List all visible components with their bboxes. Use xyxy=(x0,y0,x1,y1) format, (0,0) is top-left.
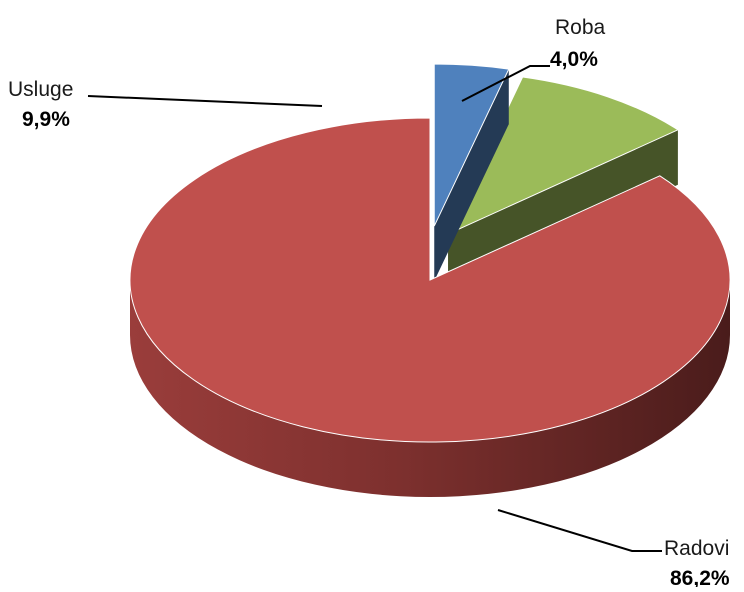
slice-value-usluge: 9,9% xyxy=(22,108,70,131)
slice-side-radovi xyxy=(130,280,730,497)
slice-label-radovi: Radovi xyxy=(664,537,729,560)
pie-slice-roba xyxy=(433,63,510,282)
leader-line-roba xyxy=(461,65,550,102)
pie-slice-radovi xyxy=(129,117,731,497)
leader-line-radovi xyxy=(497,509,662,552)
slice-top-radovi xyxy=(129,117,731,443)
slice-top-roba xyxy=(433,63,510,227)
slice-label-usluge: Usluge xyxy=(8,78,73,101)
leader-line-usluge xyxy=(87,95,323,107)
slice-label-roba: Roba xyxy=(555,16,606,39)
slice-value-radovi: 86,2% xyxy=(670,567,730,587)
slice-wall-roba xyxy=(434,69,509,282)
slice-value-roba: 4,0% xyxy=(550,48,598,71)
